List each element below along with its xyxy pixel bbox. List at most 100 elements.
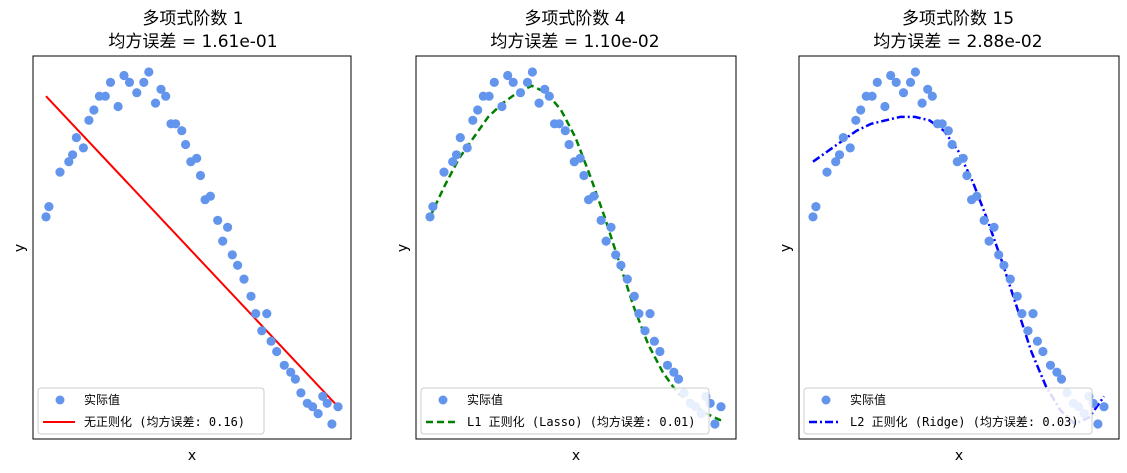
scatter-point (979, 215, 989, 225)
panel-1-fit-line (45, 95, 339, 408)
scatter-point (522, 77, 533, 87)
scatter-point (333, 402, 343, 412)
scatter-point (251, 309, 261, 319)
scatter-point (999, 260, 1009, 270)
scatter-point (662, 360, 673, 370)
panel-1-legend-marker (55, 395, 65, 405)
scatter-point (984, 236, 994, 246)
panel-3-legend-box (803, 387, 1093, 435)
panel-2-legend-points-label: 实际值 (467, 392, 503, 407)
scatter-point (192, 153, 202, 163)
scatter-point (845, 143, 855, 153)
scatter-point (947, 139, 957, 150)
scatter-point (1005, 274, 1015, 284)
scatter-point (439, 167, 449, 177)
scatter-point (318, 391, 328, 401)
scatter-point (246, 291, 256, 301)
panel-3-title: 多项式阶数 15 (902, 9, 1014, 29)
panel-2-points (425, 67, 726, 429)
scatter-point (943, 126, 953, 136)
scatter-point (218, 236, 228, 246)
scatter-point (290, 374, 300, 384)
scatter-point (962, 170, 972, 181)
scatter-point (68, 150, 78, 160)
scatter-point (515, 88, 526, 98)
scatter-point (622, 274, 632, 284)
scatter-point (132, 88, 142, 98)
scatter-point (78, 143, 88, 153)
scatter-point (905, 77, 916, 87)
panel-2-xlabel: x (572, 448, 580, 464)
scatter-point (144, 67, 154, 77)
scatter-point (645, 309, 655, 319)
scatter-point (313, 409, 323, 419)
scatter-point (1099, 402, 1109, 412)
scatter-point (958, 153, 968, 163)
scatter-point (1012, 291, 1022, 301)
scatter-point (838, 133, 848, 143)
scatter-point (972, 191, 982, 201)
scatter-point (606, 222, 616, 232)
panel-2-title: 多项式阶数 4 (524, 9, 625, 29)
panel-3-xlabel: x (955, 448, 963, 464)
scatter-point (1017, 309, 1027, 319)
scatter-point (673, 374, 684, 384)
scatter-point (213, 215, 223, 225)
scatter-point (484, 91, 494, 101)
scatter-point (927, 91, 937, 101)
scatter-point (497, 101, 507, 112)
scatter-point (89, 105, 99, 115)
scatter-point (867, 91, 877, 101)
panel-3-ylabel: y (778, 244, 794, 252)
panel-1-title: 多项式阶数 1 (142, 9, 243, 29)
scatter-point (616, 260, 626, 270)
scatter-point (55, 167, 65, 177)
scatter-point (171, 119, 181, 129)
panel-2-legend-line-label: L1 正则化 (Lasso) (均方误差: 0.01) (467, 414, 696, 429)
scatter-point (1038, 346, 1048, 357)
scatter-point (923, 84, 933, 94)
panel-1-legend-box (37, 387, 265, 435)
scatter-point (223, 222, 233, 232)
scatter-point (286, 367, 296, 377)
scatter-point (856, 105, 866, 115)
scatter-point (669, 367, 679, 377)
panel-3: 多项式阶数 15 均方误差 = 2.88e-02 x y 实际值 L2 正则化 … (778, 9, 1120, 464)
panel-1-legend: 实际值 无正则化 (均方误差: 0.16) (37, 387, 265, 435)
panel-3-legend-points-label: 实际值 (850, 392, 886, 407)
scatter-point (579, 170, 589, 181)
scatter-point (575, 153, 585, 163)
scatter-point (994, 250, 1004, 260)
scatter-point (156, 84, 166, 94)
panel-2-legend-marker (438, 395, 448, 405)
scatter-point (544, 91, 554, 101)
scatter-point (105, 77, 116, 87)
panel-2-fit-line (428, 84, 722, 422)
panel-1-points (41, 67, 343, 429)
scatter-point (560, 126, 570, 136)
scatter-point (1093, 419, 1103, 429)
scatter-point (589, 191, 599, 201)
scatter-point (880, 101, 890, 112)
scatter-point (917, 98, 927, 108)
scatter-point (629, 291, 639, 301)
scatter-point (84, 115, 94, 125)
scatter-point (527, 67, 538, 77)
scatter-point (989, 222, 999, 232)
panel-3-legend-line-label: L2 正则化 (Ridge) (均方误差: 0.03) (850, 414, 1079, 429)
scatter-point (64, 157, 74, 167)
scatter-point (601, 236, 611, 246)
scatter-point (262, 309, 272, 319)
scatter-point (473, 105, 483, 115)
scatter-point (489, 77, 499, 87)
panel-3-legend: 实际值 L2 正则化 (Ridge) (均方误差: 0.03) (803, 387, 1093, 435)
scatter-point (41, 212, 51, 222)
scatter-point (239, 274, 249, 284)
scatter-point (462, 143, 472, 153)
scatter-point (257, 326, 267, 336)
scatter-point (540, 84, 550, 94)
panel-3-fit-line (812, 115, 1106, 426)
scatter-point (181, 139, 191, 150)
scatter-point (272, 346, 282, 357)
